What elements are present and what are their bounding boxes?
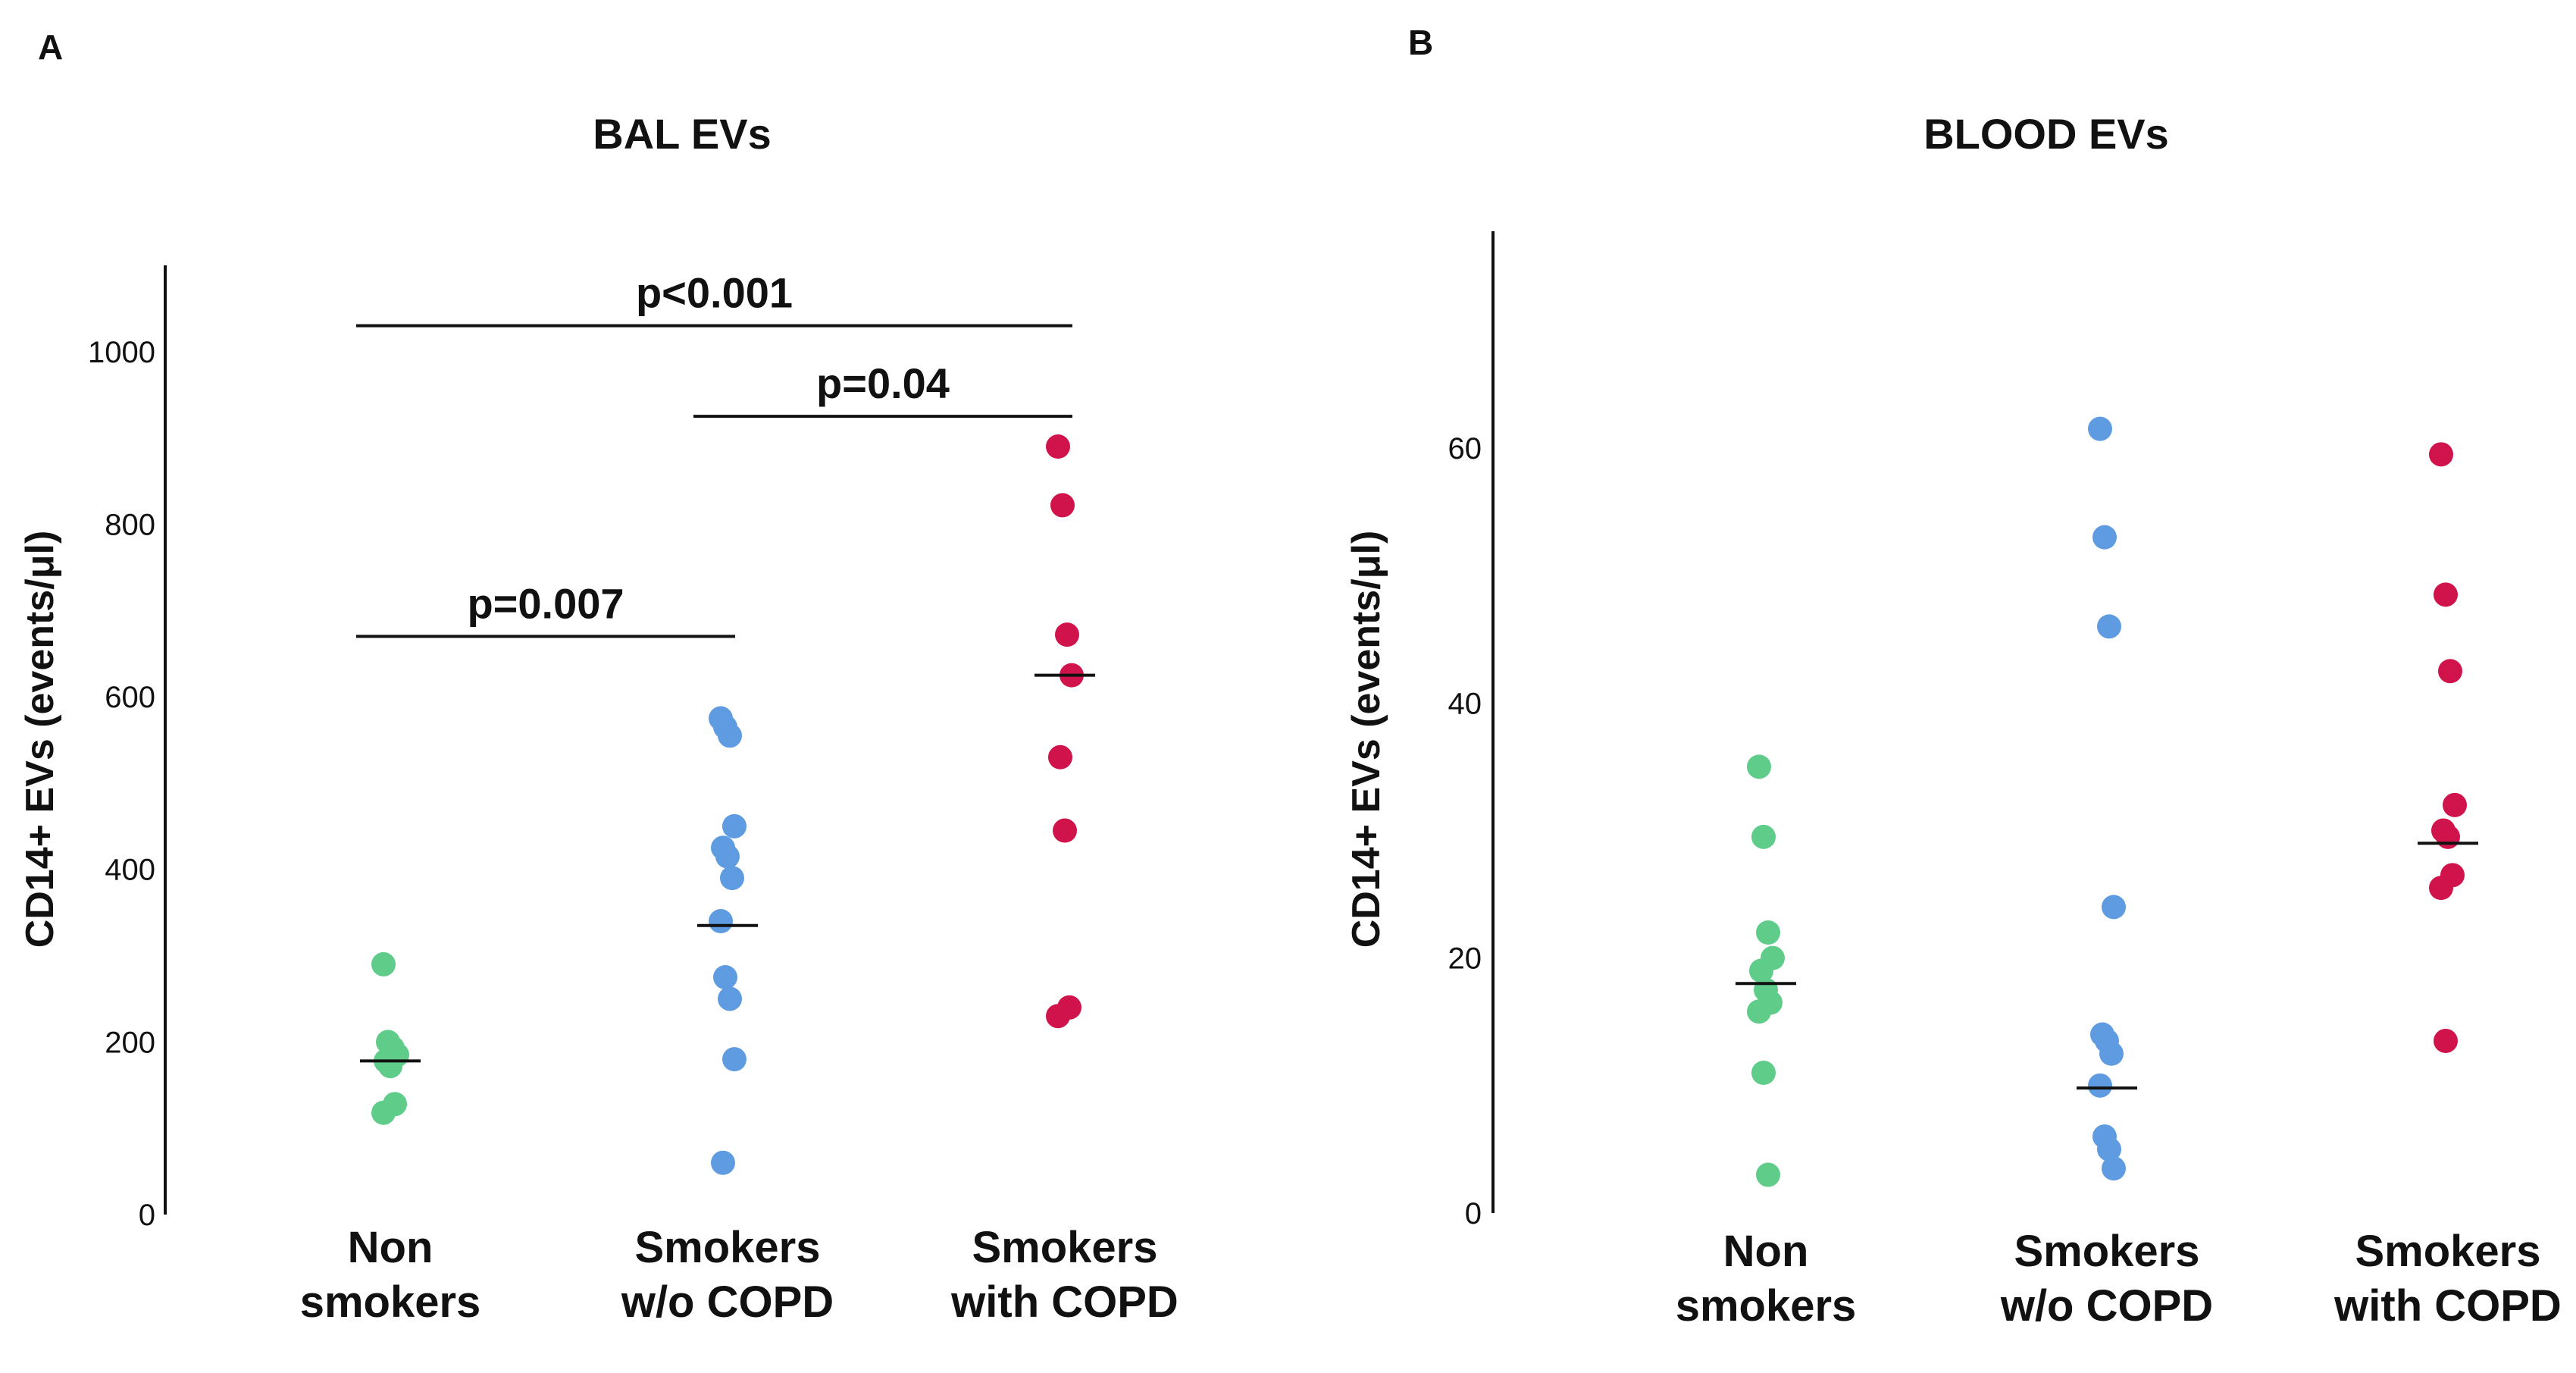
y-tick-label: 20 bbox=[1448, 942, 1482, 976]
data-point bbox=[1747, 999, 1771, 1024]
panel-b-categories: Non smokers Smokers w/o COPD Smokers with COP… bbox=[1676, 1227, 2562, 1331]
data-point bbox=[1046, 1004, 1070, 1029]
y-tick-label: 800 bbox=[105, 508, 155, 541]
data-point bbox=[371, 1100, 396, 1125]
data-point bbox=[2097, 1136, 2121, 1161]
y-tick-label: 600 bbox=[105, 681, 155, 714]
data-point bbox=[1749, 958, 1773, 983]
data-point bbox=[1055, 622, 1079, 647]
data-point bbox=[1747, 754, 1771, 779]
panel-a-title: BAL EVs bbox=[593, 110, 771, 158]
panel-b-letter: B bbox=[1408, 23, 1433, 62]
data-point bbox=[718, 723, 742, 748]
data-point bbox=[715, 844, 740, 869]
data-point bbox=[2434, 582, 2458, 607]
panel-a-medians bbox=[360, 673, 1095, 1063]
data-point bbox=[711, 1150, 735, 1175]
data-point bbox=[2088, 1073, 2112, 1098]
category-label: Smokers bbox=[2355, 1227, 2540, 1276]
data-point bbox=[718, 986, 742, 1011]
y-tick-label: 60 bbox=[1448, 432, 1482, 466]
y-tick-label: 400 bbox=[105, 854, 155, 887]
data-point bbox=[2092, 525, 2117, 550]
data-point bbox=[2429, 442, 2453, 467]
p-value-label: p=0.007 bbox=[467, 579, 624, 627]
data-point bbox=[2102, 1156, 2126, 1181]
data-point bbox=[720, 866, 744, 891]
y-tick-label: 200 bbox=[105, 1026, 155, 1059]
panel-b-y-ticks: 0 20 40 60 bbox=[1448, 432, 1482, 1230]
p-value-label: p<0.001 bbox=[636, 269, 793, 317]
data-point bbox=[1053, 818, 1077, 843]
y-tick-label: 0 bbox=[139, 1199, 155, 1232]
category-label: Smokers bbox=[634, 1223, 820, 1272]
category-label: with COPD bbox=[950, 1277, 1178, 1327]
y-tick-label: 40 bbox=[1448, 687, 1482, 720]
data-point bbox=[722, 1047, 747, 1072]
data-point bbox=[2443, 792, 2467, 817]
panel-a-points bbox=[371, 434, 1084, 1175]
panel-a-comparisons: p<0.001 p=0.04 p=0.007 bbox=[356, 269, 1072, 638]
category-label: with COPD bbox=[2333, 1281, 2562, 1331]
data-point bbox=[1046, 434, 1070, 459]
category-label: Smokers bbox=[972, 1223, 1157, 1272]
data-point bbox=[2436, 824, 2460, 849]
panel-a-categories: Non smokers Smokers w/o COPD Smokers with COP… bbox=[300, 1223, 1178, 1327]
panel-b-title: BLOOD EVs bbox=[1923, 110, 2169, 158]
panel-b-medians bbox=[1736, 842, 2478, 1090]
p-value-label: p=0.04 bbox=[816, 359, 950, 407]
category-label: Smokers bbox=[2014, 1227, 2199, 1276]
data-point bbox=[2438, 659, 2462, 684]
data-point bbox=[1751, 824, 1776, 849]
category-label: smokers bbox=[300, 1277, 481, 1327]
data-point bbox=[2429, 876, 2453, 901]
data-point bbox=[1751, 1061, 1776, 1085]
data-point bbox=[1050, 493, 1075, 518]
data-point bbox=[709, 909, 733, 934]
category-label: Non bbox=[1723, 1227, 1809, 1276]
panel-b-y-label: CD14+ EVs (events/μl) bbox=[1344, 531, 1388, 948]
panel-b: B BLOOD EVs CD14+ EVs (events/μl) 0 20 40 6… bbox=[1344, 23, 2562, 1331]
data-point bbox=[722, 813, 747, 839]
data-point bbox=[1048, 744, 1072, 770]
panel-a: A BAL EVs CD14+ EVs (events/μl) 0 200 400 6… bbox=[18, 27, 1178, 1327]
data-point bbox=[2434, 1028, 2458, 1053]
category-label: w/o COPD bbox=[621, 1277, 834, 1327]
panel-a-y-label: CD14+ EVs (events/μl) bbox=[18, 531, 62, 948]
data-point bbox=[1756, 920, 1780, 945]
data-point bbox=[378, 1054, 402, 1079]
data-point bbox=[2088, 416, 2112, 441]
data-point bbox=[371, 951, 396, 976]
panel-b-points bbox=[1747, 416, 2467, 1187]
data-point bbox=[1756, 1162, 1780, 1187]
category-label: smokers bbox=[1676, 1281, 1857, 1331]
category-label: Non bbox=[348, 1223, 434, 1272]
data-point bbox=[2099, 1041, 2124, 1066]
panel-a-y-ticks: 0 200 400 600 800 1000 bbox=[88, 336, 155, 1232]
category-label: w/o COPD bbox=[2000, 1281, 2213, 1331]
y-tick-label: 0 bbox=[1465, 1197, 1482, 1230]
panel-a-letter: A bbox=[38, 27, 63, 67]
data-point bbox=[2102, 895, 2126, 920]
data-point bbox=[713, 965, 737, 989]
y-tick-label: 1000 bbox=[88, 336, 155, 369]
data-point bbox=[2097, 614, 2121, 639]
